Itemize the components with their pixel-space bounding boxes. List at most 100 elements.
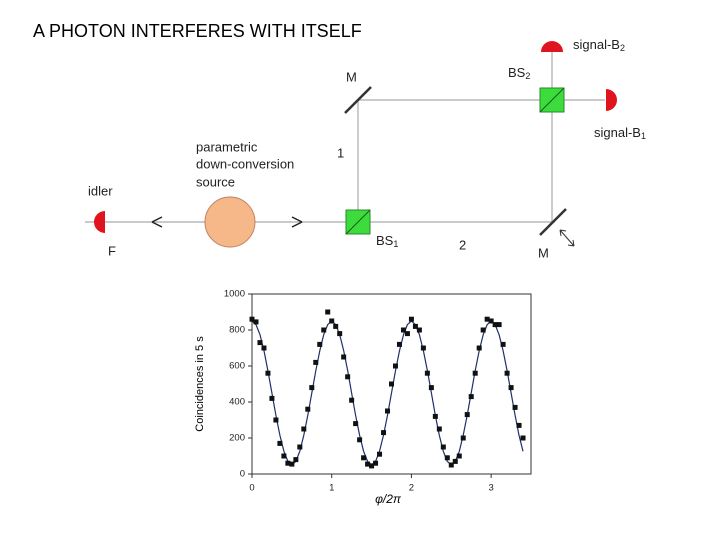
adjust-arrow xyxy=(559,229,575,247)
y-tick-label: 200 xyxy=(229,433,245,444)
data-point xyxy=(281,453,287,459)
data-point xyxy=(456,453,462,459)
x-tick-label: 3 xyxy=(488,483,493,494)
data-point xyxy=(257,340,263,346)
data-point xyxy=(516,422,522,428)
data-point xyxy=(353,421,359,427)
data-point xyxy=(297,444,303,450)
y-tick-label: 800 xyxy=(229,325,245,336)
data-point xyxy=(488,318,494,324)
source xyxy=(204,196,256,248)
data-point xyxy=(301,426,307,432)
data-point xyxy=(424,370,430,376)
x-axis-label: φ/2π xyxy=(375,492,402,506)
diagram: M M BS1 BS2 signal-B2 signal-B1 1 2 para… xyxy=(85,37,646,260)
y-tick-label: 400 xyxy=(229,397,245,408)
source-label: parametric xyxy=(196,139,258,154)
fit-line xyxy=(251,320,524,466)
splitter-diagonal xyxy=(345,209,371,235)
detector xyxy=(94,211,105,233)
data-point xyxy=(313,359,319,365)
data-point xyxy=(428,385,434,391)
y-axis-label: Coincidences in 5 s xyxy=(194,336,206,432)
data-point xyxy=(305,406,311,412)
data-point xyxy=(480,327,486,333)
data-point xyxy=(408,316,414,322)
arrow xyxy=(291,216,303,228)
beam-paths xyxy=(85,50,605,223)
data-point xyxy=(432,413,438,419)
detector-label: idler xyxy=(88,183,113,198)
data-point xyxy=(468,394,474,400)
y-tick-label: 0 xyxy=(240,469,245,480)
data-point xyxy=(269,395,275,401)
data-point xyxy=(365,461,371,467)
source-label: down-conversion xyxy=(196,156,294,171)
data-point xyxy=(277,440,283,446)
data-point xyxy=(385,408,391,414)
data-point xyxy=(448,462,454,468)
data-point xyxy=(249,316,255,322)
filter-label: F xyxy=(108,243,116,258)
bs-label: BS1 xyxy=(376,233,398,249)
bs-text: BS xyxy=(376,233,394,248)
data-point xyxy=(420,345,426,351)
arrow xyxy=(151,216,163,228)
x-tick-label: 1 xyxy=(329,483,334,494)
data-point xyxy=(492,322,498,328)
detector-sub: 2 xyxy=(620,43,625,53)
data-point xyxy=(500,341,506,347)
data-point xyxy=(265,370,271,376)
data-point xyxy=(293,457,299,463)
data-point xyxy=(285,460,291,466)
data-point xyxy=(400,327,406,333)
data-point xyxy=(472,370,478,376)
data-point xyxy=(373,460,379,466)
data-point xyxy=(508,385,514,391)
data-point xyxy=(333,323,339,329)
path-label: 2 xyxy=(459,237,466,252)
bs-sub: 1 xyxy=(393,239,398,249)
x-tick-label: 0 xyxy=(249,483,254,494)
splitter-diagonal xyxy=(539,87,565,113)
detector-sub: 1 xyxy=(641,131,646,141)
data-point xyxy=(253,319,259,325)
data-point xyxy=(484,316,490,322)
mirror xyxy=(344,86,372,114)
data-point xyxy=(412,323,418,329)
x-tick-label: 2 xyxy=(409,483,414,494)
data-point xyxy=(520,435,526,441)
data-point xyxy=(349,397,355,403)
detector-label: signal-B1 xyxy=(594,125,646,141)
data-point xyxy=(325,309,331,315)
chart: Coincidences in 5 s φ/2π 020040060080010… xyxy=(194,289,532,506)
data-point xyxy=(464,412,470,418)
data-point xyxy=(369,463,375,469)
data-point xyxy=(321,327,327,333)
data-point xyxy=(444,455,450,461)
mirror-label: M xyxy=(538,245,549,260)
data-point xyxy=(440,444,446,450)
detector-label: signal-B2 xyxy=(573,37,625,53)
path-label: 1 xyxy=(337,145,344,160)
plot-frame xyxy=(251,293,532,475)
data-point xyxy=(416,327,422,333)
source-label: source xyxy=(196,174,235,189)
data-point xyxy=(460,435,466,441)
data-point xyxy=(496,322,502,328)
mirror-label: M xyxy=(346,69,357,84)
bs-sub: 2 xyxy=(525,71,530,81)
y-tick-label: 1000 xyxy=(224,289,245,300)
data-point xyxy=(452,458,458,464)
y-tick-label: 600 xyxy=(229,361,245,372)
data-point xyxy=(341,354,347,360)
slide-title: A PHOTON INTERFERES WITH ITSELF xyxy=(33,21,362,41)
data-point xyxy=(345,374,351,380)
detector-text: signal-B xyxy=(573,37,620,52)
data-point xyxy=(273,417,279,423)
data-point xyxy=(329,318,335,324)
data-point xyxy=(337,331,343,337)
data-point xyxy=(512,404,518,410)
data-point xyxy=(309,385,315,391)
